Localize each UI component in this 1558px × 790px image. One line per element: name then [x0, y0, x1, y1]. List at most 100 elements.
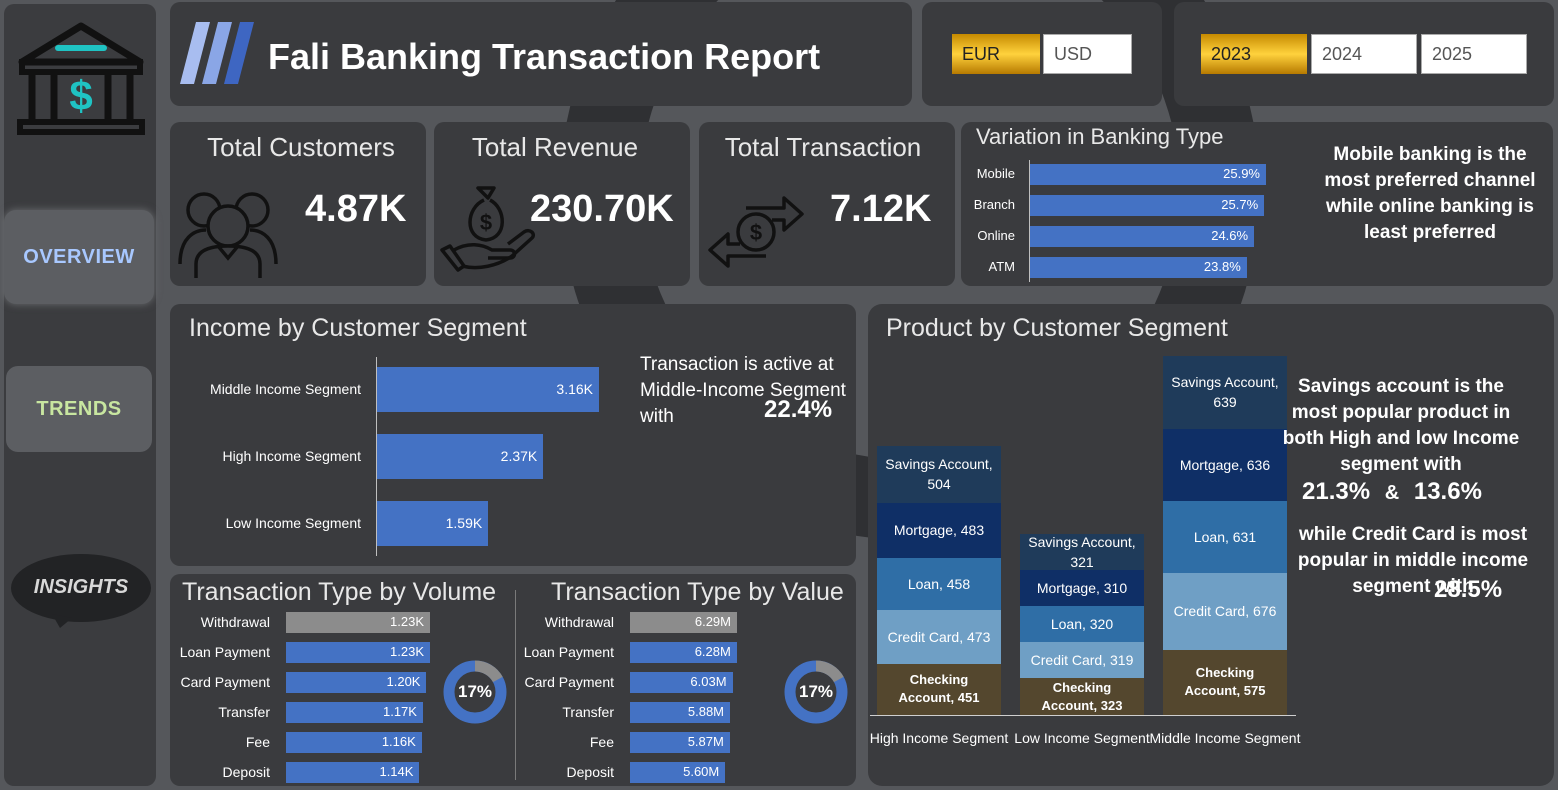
kpi-revenue-value: 230.70K: [530, 188, 674, 230]
volume-category-label: Card Payment: [180, 673, 270, 690]
income-segment-note-text: Transaction is active at Middle-Income S…: [640, 354, 846, 427]
volume-bar: [286, 642, 430, 663]
product-note-1-value-low: 13.6%: [1413, 478, 1482, 505]
volume-donut-label: 17%: [457, 682, 493, 701]
value-donut-label: 17%: [798, 682, 834, 701]
product-note-1: Savings account is the most popular prod…: [1282, 376, 1520, 475]
nav-trends-button[interactable]: TRENDS: [6, 366, 152, 452]
income-axis-line: [376, 357, 377, 556]
year-option-2025[interactable]: 2025: [1421, 34, 1527, 74]
banking-type-note: Mobile banking is the most preferred cha…: [1324, 144, 1536, 243]
banking-category-label: Online: [977, 227, 1015, 243]
banking-category-label: Mobile: [976, 165, 1015, 181]
banking-axis-line: [1029, 160, 1030, 282]
product-segment-checking-account: Checking Account, 323: [1020, 678, 1144, 715]
product-note-1-value-high: 21.3%: [1302, 478, 1371, 505]
kpi-card-transaction: [699, 122, 955, 286]
product-segment-savings-account: Savings Account, 639: [1163, 356, 1287, 429]
volume-bar: [286, 732, 422, 753]
nav-overview-button[interactable]: OVERVIEW: [4, 210, 154, 304]
transaction-exchange-icon: $: [708, 196, 804, 268]
value-data-label: 6.29M: [694, 613, 731, 629]
year-option-2023[interactable]: 2023: [1201, 34, 1307, 74]
nav-insights-button[interactable]: INSIGHTS: [8, 552, 154, 630]
bank-dollar-icon: $: [17, 22, 145, 135]
svg-text:$: $: [480, 210, 492, 235]
value-data-label: 6.03M: [690, 673, 727, 689]
value-bar: [630, 642, 737, 663]
income-segment-note-value: 22.4%: [764, 396, 833, 423]
kpi-transaction-title: Total Transaction: [724, 132, 922, 162]
volume-data-label: 1.20K: [386, 673, 421, 689]
banking-data-label: 24.6%: [1211, 227, 1249, 243]
banking-type-title: Variation in Banking Type: [976, 124, 1224, 149]
product-category-label: High Income Segment: [869, 730, 1009, 746]
product-segment-loan: Loan, 458: [877, 557, 1001, 610]
banking-data-label: 25.7%: [1221, 196, 1259, 212]
product-segment-savings-account: Savings Account, 321: [1020, 533, 1144, 571]
money-hand-icon: $: [440, 186, 536, 272]
product-segment-credit-card: Credit Card, 319: [1020, 642, 1144, 679]
value-data-label: 6.28M: [694, 643, 731, 659]
income-segment-title: Income by Customer Segment: [189, 314, 527, 342]
page-title: Fali Banking Transaction Report: [268, 36, 821, 77]
banking-bar: [1029, 164, 1266, 185]
income-data-label: 1.59K: [445, 514, 483, 531]
volume-data-label: 1.23K: [390, 643, 424, 659]
value-data-label: 5.87M: [687, 733, 724, 749]
transaction-type-panel: [170, 574, 856, 786]
kpi-customers-value: 4.87K: [305, 188, 407, 230]
volume-category-label: Deposit: [222, 763, 270, 780]
value-data-label: 5.88M: [687, 703, 725, 719]
value-title: Transaction Type by Value: [551, 578, 844, 606]
speech-bubble-icon: [11, 554, 151, 628]
year-option-2024[interactable]: 2024: [1311, 34, 1417, 74]
income-bar: [376, 367, 599, 412]
income-bar: [376, 501, 489, 546]
value-bar: [630, 762, 726, 783]
currency-option-eur[interactable]: EUR: [952, 34, 1040, 74]
product-segment-title: Product by Customer Segment: [886, 314, 1228, 342]
income-data-label: 3.16K: [556, 380, 593, 397]
product-segment-mortgage: Mortgage, 636: [1163, 428, 1287, 502]
product-note-2: while Credit Card is most popular in mid…: [1297, 524, 1529, 597]
product-segment-mortgage: Mortgage, 310: [1020, 570, 1144, 606]
product-segment-loan: Loan, 631: [1163, 501, 1287, 573]
volume-category-label: Withdrawal: [200, 613, 270, 630]
income-category-label: High Income Segment: [222, 447, 361, 464]
kpi-transaction-value: 7.12K: [830, 188, 932, 230]
value-data-label: 5.60M: [683, 763, 720, 779]
value-category-label: Loan Payment: [523, 643, 614, 660]
banking-data-label: 25.9%: [1223, 165, 1260, 181]
volume-donut: [443, 660, 507, 724]
value-bar: [630, 702, 731, 723]
volume-data-label: 1.14K: [379, 763, 414, 779]
value-category-label: Card Payment: [524, 673, 614, 690]
value-bar: [630, 672, 733, 693]
value-category-label: Withdrawal: [544, 613, 614, 630]
product-category-label: Middle Income Segment: [1149, 730, 1301, 746]
slash-stripes-logo: [180, 22, 254, 84]
value-donut: [784, 660, 848, 724]
value-category-label: Transfer: [562, 703, 614, 720]
value-category-label: Fee: [589, 733, 614, 750]
value-bar: [630, 612, 737, 633]
volume-title: Transaction Type by Volume: [182, 578, 497, 606]
svg-text:$: $: [750, 220, 762, 245]
currency-option-usd[interactable]: USD: [1043, 34, 1132, 74]
income-data-label: 2.37K: [500, 447, 538, 464]
product-segment-checking-account: Checking Account, 451: [877, 663, 1001, 715]
income-bar: [376, 434, 544, 479]
income-segment-note: Transaction is active at Middle-Income S…: [640, 352, 854, 430]
sidebar: $ OVERVIEW TRENDS INSIGHTS: [4, 4, 156, 786]
product-note-1-amp: &: [1384, 482, 1400, 504]
volume-bar: [286, 612, 430, 633]
product-axis-line: [870, 715, 1296, 716]
banking-data-label: 23.8%: [1203, 258, 1241, 274]
product-category-label: Low Income Segment: [1014, 730, 1150, 746]
banking-category-label: ATM: [988, 258, 1015, 274]
income-category-label: Middle Income Segment: [210, 380, 361, 397]
product-note-2-value: 28.5%: [1434, 576, 1503, 603]
header-panel: [170, 2, 912, 106]
value-bar: [630, 732, 730, 753]
